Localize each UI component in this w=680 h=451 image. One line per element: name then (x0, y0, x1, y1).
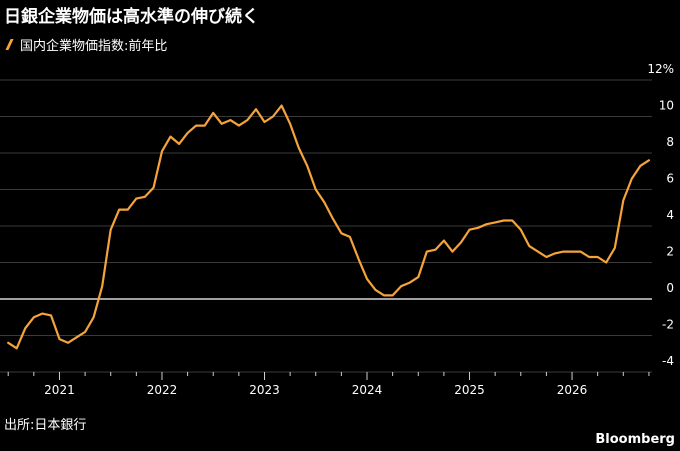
series-line (7, 104, 650, 350)
y-tick-label: 12% (647, 62, 674, 76)
x-tick-label: 2026 (557, 383, 588, 397)
y-tick-label: -2 (662, 318, 674, 332)
y-tick-label: 2 (666, 245, 674, 259)
x-tick-label: 2021 (44, 383, 75, 397)
x-tick-label: 2025 (454, 383, 485, 397)
y-tick-label: 6 (666, 172, 674, 186)
x-tick-label: 2024 (352, 383, 383, 397)
legend: 国内企業物価指数:前年比 (4, 35, 167, 54)
source-note: 出所:日本銀行 (4, 418, 87, 433)
x-tick-label: 2022 (147, 383, 178, 397)
y-tick-label: 4 (666, 208, 674, 222)
chart-title: 日銀企業物価は高水準の伸び続く (4, 7, 259, 27)
y-tick-label: -4 (662, 354, 674, 368)
y-tick-label: 8 (666, 135, 674, 149)
brand-logo: Bloomberg (595, 432, 675, 447)
x-tick-label: 2023 (249, 383, 280, 397)
y-tick-label: 10 (659, 99, 674, 113)
y-tick-label: 0 (666, 281, 674, 295)
legend-label: 国内企業物価指数:前年比 (20, 39, 168, 54)
